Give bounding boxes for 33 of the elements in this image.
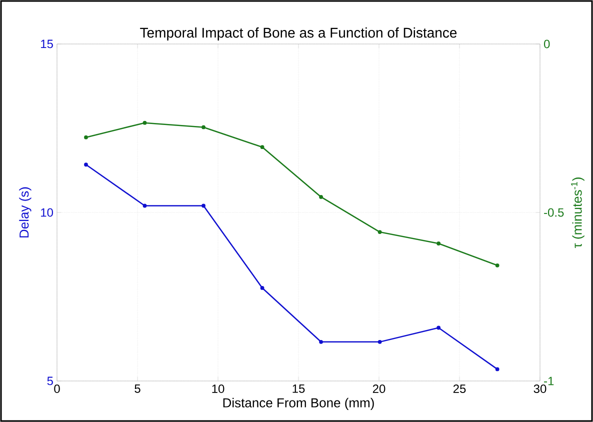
point [378, 340, 382, 344]
point [436, 242, 441, 246]
y2-tick-label: -1 [544, 376, 554, 386]
point [202, 204, 206, 208]
y2-axis-title: τ (minutes$^{-1}$) [571, 178, 584, 248]
x-tick-label: 20 [372, 384, 386, 394]
x-tick-label: 25 [453, 384, 466, 394]
y-tick-label: 10 [41, 208, 54, 217]
x-tick-label: 15 [292, 384, 305, 393]
chart-title: Temporal Impact of Bone as a Function of Distance [140, 27, 457, 40]
point [84, 135, 88, 140]
y2-tick-label: -0.5 [544, 208, 564, 217]
point [260, 145, 264, 150]
point [495, 367, 500, 372]
point [202, 125, 206, 130]
point [319, 340, 323, 344]
y-axis-title: Delay (s) [19, 187, 32, 238]
x-tick-label: 0 [54, 384, 60, 394]
point [84, 162, 88, 167]
point [436, 326, 441, 330]
point [495, 263, 500, 268]
point [378, 230, 382, 234]
y-tick-label: 15 [41, 40, 53, 48]
x-tick-label: 5 [134, 384, 140, 393]
x-axis-title: Distance From Bone (mm) [223, 398, 374, 410]
point [319, 195, 323, 199]
point [142, 204, 147, 208]
point [142, 120, 147, 125]
x-tick-label: 30 [534, 384, 546, 394]
point [260, 286, 264, 290]
y-tick-label: 5 [47, 376, 53, 386]
y2-tick-label: 0 [544, 40, 550, 48]
x-tick-label: 10 [212, 384, 224, 394]
